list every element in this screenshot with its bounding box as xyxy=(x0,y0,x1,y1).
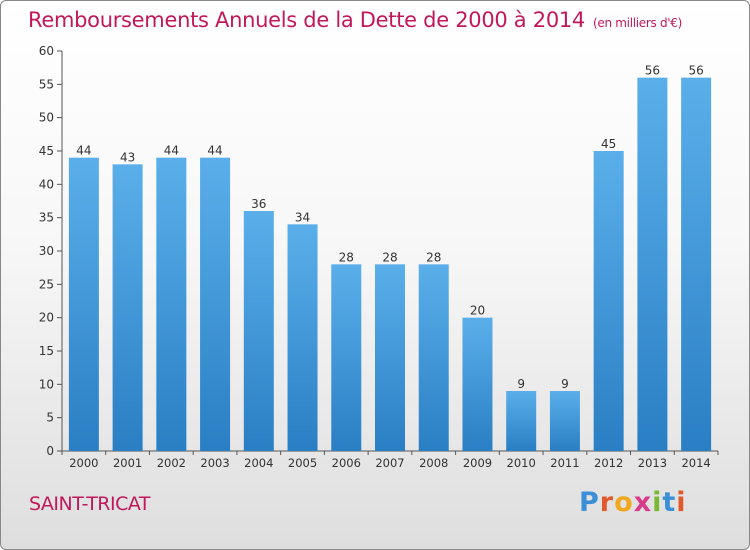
data-label: 9 xyxy=(561,377,569,391)
bar xyxy=(637,77,668,452)
y-tick-label: 25 xyxy=(39,277,54,291)
unit-label: (en milliers d'€) xyxy=(593,16,683,30)
x-tick-label: 2007 xyxy=(375,456,404,470)
y-tick-label: 0 xyxy=(46,444,54,458)
data-label: 44 xyxy=(164,144,179,158)
y-tick-label: 50 xyxy=(39,111,54,125)
data-label: 28 xyxy=(339,250,354,264)
data-label: 56 xyxy=(645,64,660,78)
city-name: SAINT-TRICAT xyxy=(29,493,151,515)
data-label: 28 xyxy=(426,250,441,264)
logo-letter: x xyxy=(633,487,653,518)
data-label: 9 xyxy=(517,377,525,391)
bar xyxy=(68,157,99,451)
x-tick-label: 2013 xyxy=(638,456,667,470)
bar xyxy=(506,391,537,451)
x-tick-label: 2014 xyxy=(681,456,710,470)
y-tick-label: 40 xyxy=(39,177,54,191)
data-label: 44 xyxy=(207,144,222,158)
x-tick-label: 2001 xyxy=(113,456,142,470)
data-label: 43 xyxy=(120,150,135,164)
y-tick-label: 10 xyxy=(39,377,54,391)
x-tick-label: 2006 xyxy=(332,456,361,470)
data-labels: 44 43 44 44 36 34 28 28 28 20 9 9 45 56 56 xyxy=(76,64,704,391)
chart-title: Remboursements Annuels de la Dette de 20… xyxy=(28,8,683,32)
bar xyxy=(200,157,231,451)
x-tick-label: 2002 xyxy=(157,456,186,470)
bar xyxy=(418,264,449,451)
data-label: 56 xyxy=(688,64,703,78)
x-tick-label: 2010 xyxy=(507,456,536,470)
bar xyxy=(681,77,712,452)
y-tick-label: 60 xyxy=(39,44,54,58)
axes: 0 5 10 15 20 25 30 35 40 45 50 55 60 2000 2001 2002 2003… xyxy=(39,44,719,470)
x-tick-label: 2004 xyxy=(244,456,273,470)
bar xyxy=(243,211,274,451)
x-tick-label: 2000 xyxy=(69,456,98,470)
logo-letter: r xyxy=(599,487,615,518)
x-tick-label: 2012 xyxy=(594,456,623,470)
y-tick-label: 30 xyxy=(39,244,54,258)
data-label: 45 xyxy=(601,137,616,151)
logo-letter: o xyxy=(614,487,634,518)
data-label: 34 xyxy=(295,210,310,224)
x-tick-label: 2011 xyxy=(550,456,579,470)
y-tick-label: 20 xyxy=(39,311,54,325)
bar xyxy=(375,264,405,451)
logo-letter: P xyxy=(579,487,600,518)
bar xyxy=(331,264,362,451)
y-tick-label: 55 xyxy=(39,77,54,91)
x-tick-label: 2003 xyxy=(200,456,229,470)
x-tick-label: 2008 xyxy=(419,456,448,470)
bar xyxy=(156,157,187,451)
logo-letter: t xyxy=(662,487,677,518)
bars xyxy=(68,77,712,452)
data-label: 20 xyxy=(470,304,485,318)
y-tick-label: 5 xyxy=(46,411,54,425)
logo-letter: i xyxy=(676,487,687,518)
bar xyxy=(112,164,143,452)
x-tick-label: 2005 xyxy=(288,456,317,470)
data-label: 36 xyxy=(251,197,266,211)
bar xyxy=(593,151,624,451)
x-tick-label: 2009 xyxy=(463,456,492,470)
bar xyxy=(549,391,580,451)
logo-letter: i xyxy=(652,487,663,518)
y-tick-label: 35 xyxy=(39,211,54,225)
bar xyxy=(462,317,493,451)
y-tick-label: 15 xyxy=(39,344,54,358)
proxiti-logo: Proxiti xyxy=(579,487,687,518)
y-tick-label: 45 xyxy=(39,144,54,158)
data-label: 28 xyxy=(382,250,397,264)
data-label: 44 xyxy=(76,144,91,158)
bar xyxy=(287,224,318,451)
